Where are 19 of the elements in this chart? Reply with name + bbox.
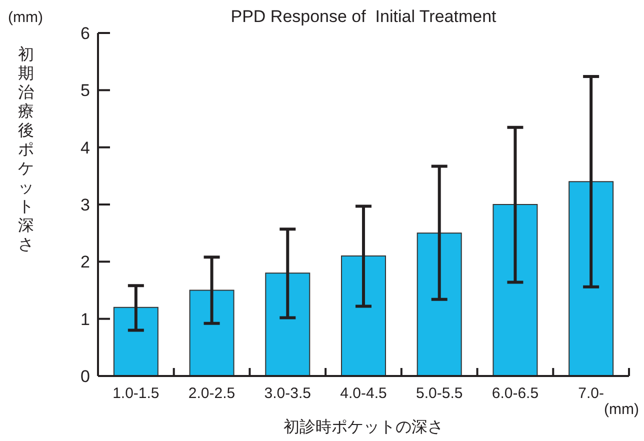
y-tick-label: 3: [80, 196, 90, 214]
text: 初期治療後ポケット深さ: [18, 46, 34, 254]
chart-title: PPD Response of Initial Treatment: [230, 7, 497, 26]
text: (mm): [8, 9, 43, 26]
y-tick-label: 6: [80, 24, 90, 43]
x-tick-label: 3.0-3.5: [264, 385, 311, 402]
y-tick-label: 4: [80, 138, 90, 158]
y-tick-label: 2: [80, 252, 90, 272]
x-axis-title: 初診時ポケットの深さ: [284, 418, 444, 436]
x-tick-label: 2.0-2.5: [188, 385, 236, 402]
x-tick-label: 5.0-5.5: [416, 385, 463, 402]
y-tick-label: 1: [80, 310, 90, 329]
x-tick-label: 1.0-1.5: [112, 385, 160, 402]
x-tick-label: 6.0-6.5: [492, 385, 539, 402]
y-tick-label: 5: [80, 81, 90, 100]
x-tick-label: 4.0-4.5: [340, 385, 387, 402]
text: (mm): [604, 401, 639, 418]
y-tick-label: 0: [80, 367, 90, 386]
x-tick-label: 7.0-: [578, 385, 604, 402]
